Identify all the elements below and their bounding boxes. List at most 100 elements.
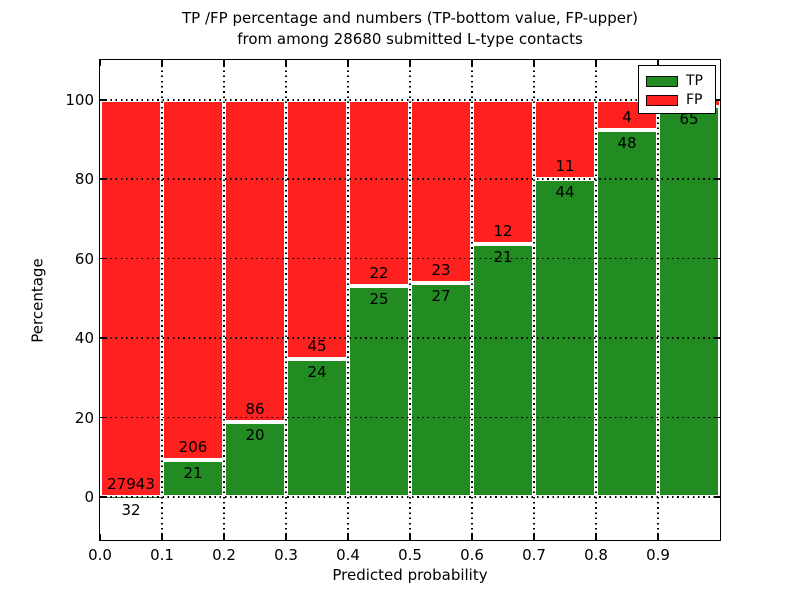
fp-count-label: 11 <box>555 157 575 176</box>
y-tick-label: 80 <box>74 170 94 189</box>
x-tick-label: 0.6 <box>460 546 484 564</box>
tp-count-label: 44 <box>555 183 575 202</box>
x-tick-mark <box>161 60 163 66</box>
tp-bar-segment <box>348 285 410 498</box>
tp-bar-segment <box>596 130 658 498</box>
x-tick-label: 0.7 <box>522 546 546 564</box>
x-tick-mark <box>347 534 349 540</box>
tp-count-label: 32 <box>121 500 141 519</box>
chart-title: TP /FP percentage and numbers (TP-bottom… <box>100 8 720 50</box>
fp-count-label: 22 <box>369 263 389 282</box>
tp-legend-swatch <box>646 75 678 87</box>
x-tick-mark <box>657 60 659 66</box>
x-tick-mark <box>223 534 225 540</box>
tp-count-label: 27 <box>431 286 451 305</box>
fp-count-label: 27943 <box>107 474 155 493</box>
v-gridline <box>285 60 287 540</box>
fp-bar-segment <box>348 99 410 286</box>
x-tick-mark <box>347 60 349 66</box>
x-tick-mark <box>657 534 659 540</box>
x-tick-mark <box>533 534 535 540</box>
fp-count-label: 23 <box>431 260 451 279</box>
tp-count-label: 48 <box>617 134 637 153</box>
fp-bar-segment <box>410 99 472 283</box>
y-axis-label: Percentage <box>28 258 47 343</box>
x-tick-mark <box>595 534 597 540</box>
fp-count-label: 86 <box>245 400 265 419</box>
x-tick-label: 0.8 <box>584 546 608 564</box>
y-tick-mark <box>100 416 106 419</box>
fp-count-label: 45 <box>307 336 327 355</box>
y-tick-label: 20 <box>74 408 94 427</box>
v-gridline <box>161 60 163 540</box>
x-tick-mark <box>409 60 411 66</box>
tp-count-label: 24 <box>307 362 327 381</box>
x-tick-mark <box>285 534 287 540</box>
tp-legend-label: TP <box>686 73 703 89</box>
y-tick-mark <box>714 337 720 339</box>
fp-bar-segment <box>534 99 596 180</box>
x-tick-mark <box>409 534 411 540</box>
x-tick-label: 0.3 <box>274 546 298 564</box>
y-tick-label: 60 <box>74 249 94 268</box>
tp-count-label: 20 <box>245 426 265 445</box>
y-tick-mark <box>100 496 106 498</box>
tp-count-label: 65 <box>679 109 699 128</box>
y-tick-label: 0 <box>84 488 94 507</box>
x-tick-mark <box>471 60 473 66</box>
x-tick-mark <box>285 60 287 66</box>
tp-bar-segment <box>410 282 472 498</box>
v-gridline <box>533 60 535 540</box>
y-tick-mark <box>714 496 720 498</box>
x-tick-mark <box>161 534 163 540</box>
x-tick-mark <box>223 60 225 66</box>
v-gridline <box>409 60 411 540</box>
x-tick-mark <box>99 60 101 66</box>
tp-bar-segment <box>472 244 534 498</box>
v-gridline <box>471 60 473 540</box>
legend-entry-tp: TP <box>646 74 708 88</box>
y-tick-mark <box>714 416 720 419</box>
x-axis-label: Predicted probability <box>332 566 488 584</box>
chart-title-line2: from among 28680 submitted L-type contac… <box>237 30 583 48</box>
fp-bar-segment <box>286 99 348 359</box>
tp-count-label: 21 <box>183 464 203 483</box>
legend: TP FP <box>638 65 716 114</box>
x-tick-label: 0.2 <box>212 546 236 564</box>
x-tick-mark <box>533 60 535 66</box>
legend-entry-fp: FP <box>646 93 708 107</box>
y-tick-mark <box>100 337 106 339</box>
fp-bar-segment <box>100 99 162 497</box>
y-tick-label: 40 <box>74 329 94 348</box>
tp-bar-segment <box>658 105 720 498</box>
tp-bar-segment <box>224 422 286 498</box>
y-tick-mark <box>100 257 106 260</box>
plot-area: 27943 32 206 21 86 20 45 24 22 25 23 27 12 21 11 44 4 48 6… <box>99 59 721 541</box>
y-tick-mark <box>714 178 720 180</box>
y-tick-mark <box>100 178 106 180</box>
y-tick-mark <box>714 98 720 101</box>
v-gridline <box>595 60 597 540</box>
x-tick-label: 0.1 <box>150 546 174 564</box>
fp-count-label: 12 <box>493 222 513 241</box>
x-tick-mark <box>595 60 597 66</box>
v-gridline <box>657 60 659 540</box>
y-tick-mark <box>100 98 106 101</box>
fp-count-label: 206 <box>178 438 208 457</box>
tp-bar-segment <box>162 460 224 498</box>
fp-legend-swatch <box>646 94 678 106</box>
fp-bar-segment <box>596 99 658 131</box>
fp-bar-segment <box>224 99 286 423</box>
fp-count-label: 4 <box>622 108 632 127</box>
x-tick-label: 0.4 <box>336 546 360 564</box>
tp-bar-segment <box>286 358 348 498</box>
x-tick-label: 0.5 <box>398 546 422 564</box>
x-tick-label: 0.0 <box>88 546 112 564</box>
x-tick-label: 0.9 <box>646 546 670 564</box>
fp-bar-segment <box>162 99 224 461</box>
x-tick-mark <box>471 534 473 540</box>
chart-title-line1: TP /FP percentage and numbers (TP-bottom… <box>182 9 638 27</box>
fp-bar-segment <box>472 99 534 245</box>
v-gridline <box>223 60 225 540</box>
